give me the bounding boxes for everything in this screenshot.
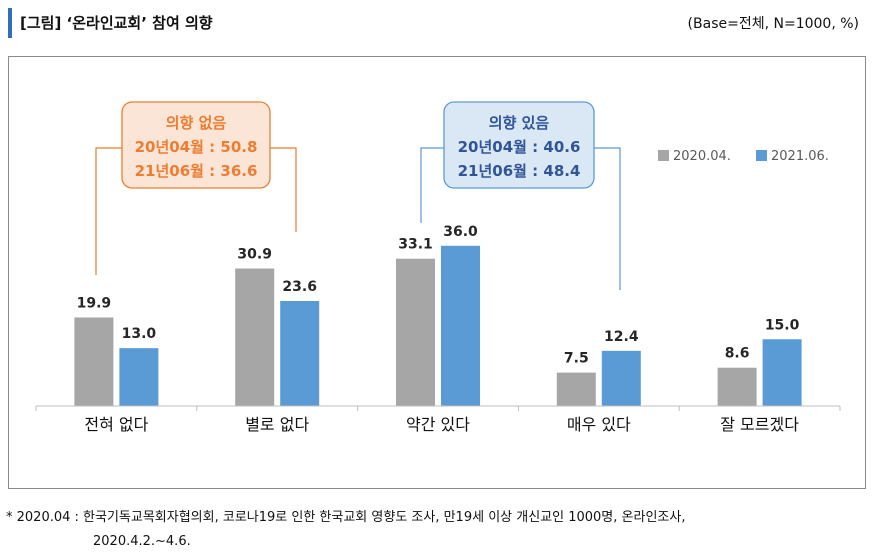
value-label-2020-1: 30.9 xyxy=(237,246,272,262)
intent-callout-box xyxy=(443,101,595,189)
figure-title: [그림] ‘온라인교회’ 참여 의향 xyxy=(20,14,213,32)
title-accent-bar xyxy=(8,8,12,38)
bar-2021-1 xyxy=(280,300,320,406)
intent-2020: 20년04월 : 40.6 xyxy=(458,138,581,156)
value-label-2020-0: 19.9 xyxy=(77,295,112,311)
bar-2020-1 xyxy=(235,268,275,406)
footnote-line-2: 2020.4.2.~4.6. xyxy=(93,534,191,549)
footnote: * 2020.04 : 한국기독교목회자협의회, 코로나19로 인한 한국교회 … xyxy=(6,506,685,554)
intent-heading: 의향 있음 xyxy=(489,114,550,132)
no-intent-heading: 의향 없음 xyxy=(166,114,227,132)
value-label-2020-2: 33.1 xyxy=(398,237,433,253)
category-label-0: 전혀 없다 xyxy=(84,415,148,434)
bar-2020-0 xyxy=(74,317,114,406)
category-label-4: 잘 모르겠다 xyxy=(720,415,799,434)
legend-swatch-2020 xyxy=(658,150,669,161)
category-label-3: 매우 있다 xyxy=(567,415,631,434)
no-intent-callout-box xyxy=(121,101,271,189)
bar-2021-0 xyxy=(119,348,159,406)
value-label-2021-3: 12.4 xyxy=(604,329,639,345)
bar-2020-3 xyxy=(556,372,596,406)
bar-2020-4 xyxy=(717,367,757,406)
intent-bracket xyxy=(420,147,621,290)
footnote-line-1: * 2020.04 : 한국기독교목회자협의회, 코로나19로 인한 한국교회 … xyxy=(6,510,686,525)
value-label-2021-4: 15.0 xyxy=(765,317,800,333)
base-info: (Base=전체, N=1000, %) xyxy=(687,16,859,32)
no-intent-bracket xyxy=(95,147,297,275)
value-label-2021-1: 23.6 xyxy=(282,279,317,295)
category-label-1: 별로 없다 xyxy=(245,415,309,434)
bar-2021-3 xyxy=(601,350,641,406)
bar-2021-4 xyxy=(762,339,802,406)
value-label-2021-0: 13.0 xyxy=(122,326,157,342)
legend-swatch-2021 xyxy=(756,150,767,161)
value-label-2020-4: 8.6 xyxy=(725,346,750,362)
intent-2021: 21년06월 : 48.4 xyxy=(458,162,581,180)
no-intent-2020: 20년04월 : 50.8 xyxy=(135,138,258,156)
legend-label-2021: 2021.06. xyxy=(771,149,829,164)
legend-label-2020: 2020.04. xyxy=(673,149,731,164)
bar-2021-2 xyxy=(441,245,480,406)
category-label-2: 약간 있다 xyxy=(406,415,470,434)
value-label-2020-3: 7.5 xyxy=(564,351,589,367)
value-label-2021-2: 36.0 xyxy=(443,224,478,240)
no-intent-2021: 21년06월 : 36.6 xyxy=(135,162,258,180)
bar-2020-2 xyxy=(396,258,435,406)
